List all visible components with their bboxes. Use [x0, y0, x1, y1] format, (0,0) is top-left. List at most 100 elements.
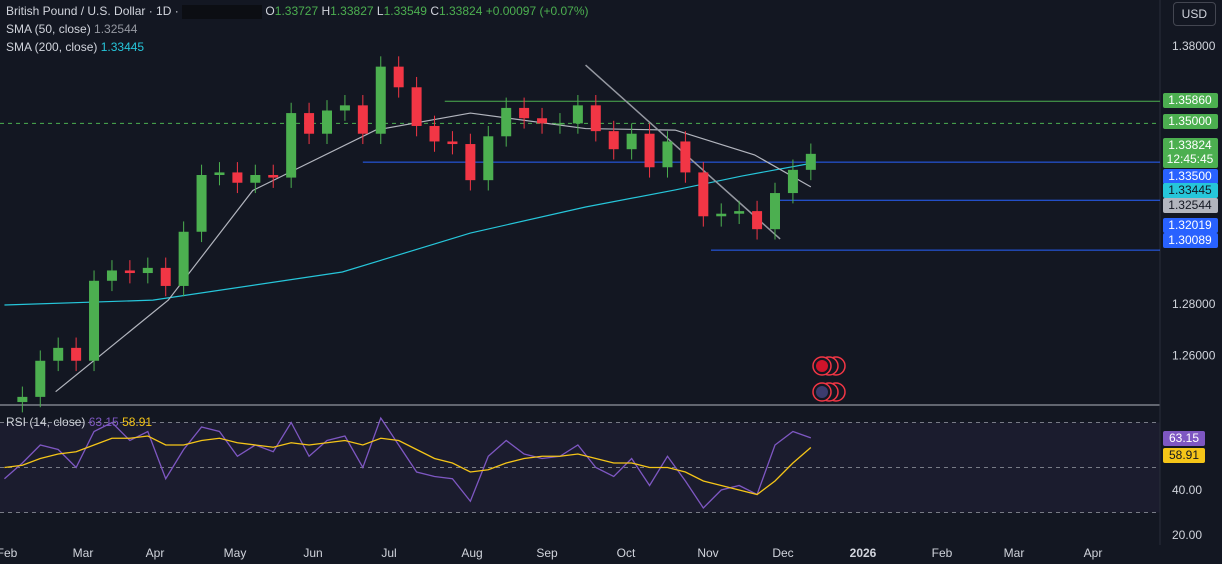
uk-flag-icon	[816, 360, 828, 372]
candle	[393, 66, 404, 88]
price-label-1.32019: 1.32019	[1163, 218, 1218, 233]
price-label-text: 1.32019	[1168, 218, 1212, 232]
price-label-bg	[1163, 138, 1218, 168]
candle	[770, 193, 780, 230]
candle	[232, 172, 243, 183]
time-tick-label: Oct	[617, 546, 636, 560]
sma200-legend[interactable]: SMA (200, close) 1.33445	[6, 40, 145, 54]
time-tick-label: Mar	[73, 546, 94, 560]
price-label-1.30089: 1.30089	[1163, 233, 1218, 248]
candle	[626, 133, 637, 150]
candle	[339, 105, 350, 111]
price-label-1.33445: 1.33445	[1163, 183, 1218, 198]
candle	[429, 125, 440, 142]
candle	[447, 141, 458, 145]
us-flag-icon	[816, 386, 828, 398]
candle	[698, 172, 709, 217]
low-value: 1.33549	[383, 4, 427, 18]
time-tick-label: Jun	[303, 546, 322, 560]
time-tick-label: Feb	[932, 546, 953, 560]
candle	[608, 131, 619, 150]
price-label-bg	[1163, 169, 1218, 184]
price-label-1.33500: 1.33500	[1163, 169, 1218, 184]
rsi-label-text: 63.15	[1169, 431, 1199, 445]
price-label-text: 1.33824	[1168, 138, 1212, 152]
candle	[590, 105, 601, 132]
candle	[411, 87, 422, 126]
candle	[142, 267, 153, 274]
candle	[304, 113, 315, 134]
sma200-line	[4, 162, 811, 306]
candle	[160, 267, 171, 286]
price-label-bg	[1163, 93, 1218, 108]
candle	[680, 141, 691, 173]
candle	[106, 270, 117, 281]
price-tick-label: 1.28000	[1172, 297, 1216, 311]
candle	[178, 231, 189, 286]
countdown-text: 12:45:45	[1167, 152, 1214, 166]
price-label-text: 1.33445	[1168, 183, 1212, 197]
price-label-text: 1.35860	[1168, 93, 1212, 107]
candle	[805, 153, 816, 170]
redacted-area	[182, 4, 263, 19]
time-tick-label: Aug	[461, 546, 482, 560]
time-tick-label: 2026	[850, 546, 877, 560]
close-value: 1.33824	[439, 4, 483, 18]
candle	[286, 113, 297, 178]
time-tick-label: Apr	[146, 546, 165, 560]
rsi-tick-label: 20.00	[1172, 528, 1202, 542]
price-tick-label: 1.26000	[1172, 349, 1216, 363]
candle	[250, 175, 261, 183]
price-label-text: 1.30089	[1168, 233, 1212, 247]
candle	[716, 213, 727, 217]
price-label-text: 1.33500	[1168, 169, 1212, 183]
rsi-label-bg	[1163, 431, 1205, 446]
price-label-bg	[1163, 198, 1218, 213]
rsi-line	[4, 416, 812, 510]
price-label-1.35000: 1.35000	[1163, 114, 1218, 129]
candle	[357, 105, 368, 134]
symbol-legend: British Pound / U.S. Dollar · 1D · O1.33…	[6, 4, 589, 19]
candle	[554, 123, 565, 125]
candle	[268, 175, 279, 178]
rsi-ma-line	[4, 435, 812, 496]
price-label-bg	[1163, 218, 1218, 233]
candle	[734, 211, 745, 214]
time-tick-label: Mar	[1004, 546, 1025, 560]
candle	[17, 396, 28, 403]
price-label-text: 1.35000	[1168, 114, 1212, 128]
time-tick-label: Dec	[772, 546, 793, 560]
candle	[483, 136, 494, 181]
rsi-label-bg	[1163, 448, 1205, 463]
candle	[53, 347, 64, 361]
candle	[89, 280, 100, 361]
open-value: 1.33727	[274, 4, 319, 18]
high-value: 1.33827	[330, 4, 374, 18]
time-tick-label: Jul	[381, 546, 396, 560]
sma50-legend[interactable]: SMA (50, close) 1.32544	[6, 22, 138, 36]
candle	[572, 105, 583, 124]
candle	[465, 144, 476, 181]
symbol-title: British Pound / U.S. Dollar · 1D ·	[6, 4, 179, 18]
rsi-legend[interactable]: RSI (14, close) 63.15 58.91	[6, 415, 153, 429]
candle	[537, 118, 548, 124]
candle	[644, 133, 655, 168]
rsi-label-text: 58.91	[1169, 448, 1199, 462]
candle	[322, 110, 332, 134]
candle	[519, 107, 530, 119]
price-label-bg	[1163, 233, 1218, 248]
time-tick-label: Feb	[0, 546, 18, 560]
rsi-tick-label: 40.00	[1172, 483, 1202, 497]
price-label-bg	[1163, 114, 1218, 129]
price-label-1.32544: 1.32544	[1163, 198, 1218, 213]
price-label-text: 1.32544	[1168, 198, 1212, 212]
currency-button[interactable]: USD	[1172, 2, 1216, 26]
time-tick-label: Sep	[536, 546, 558, 560]
candle	[501, 107, 512, 137]
candle	[35, 360, 46, 397]
candle	[375, 66, 386, 134]
time-tick-label: Apr	[1084, 546, 1103, 560]
